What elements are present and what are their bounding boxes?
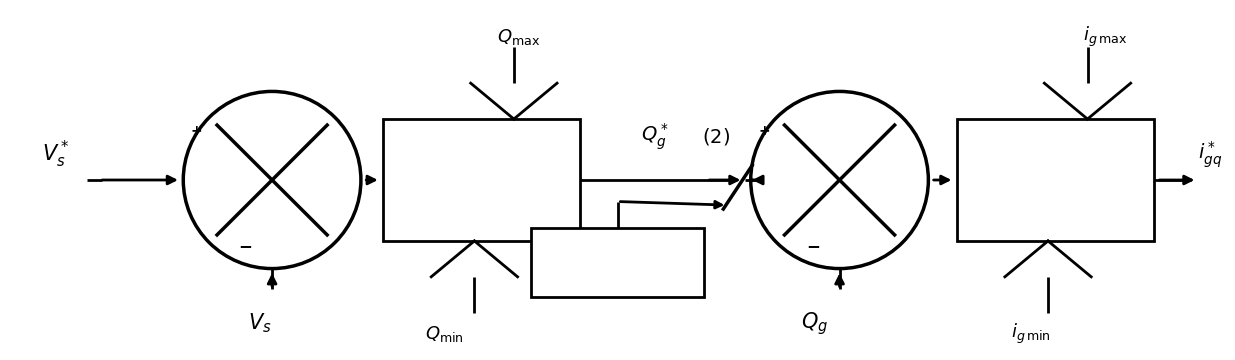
Text: $i_{gq}^*$: $i_{gq}^*$	[1198, 140, 1221, 170]
Text: +: +	[758, 124, 769, 138]
Text: PI: PI	[463, 165, 500, 195]
Text: PI: PI	[1037, 165, 1074, 195]
Text: −: −	[806, 238, 820, 256]
Text: $Q_g$: $Q_g$	[802, 310, 829, 337]
Text: $Q_{\mathrm{max}}$: $Q_{\mathrm{max}}$	[498, 27, 541, 46]
Text: $V_s$: $V_s$	[248, 312, 272, 335]
Text: $i_{g\,\mathrm{max}}$: $i_{g\,\mathrm{max}}$	[1083, 24, 1126, 49]
Bar	[531, 228, 704, 297]
Text: $V_s^*$: $V_s^*$	[42, 139, 70, 171]
Bar	[957, 119, 1155, 241]
Text: $Q_{\mathrm{min}}$: $Q_{\mathrm{min}}$	[425, 324, 464, 344]
Text: $Q_g^* = 0$: $Q_g^* = 0$	[587, 248, 648, 276]
Text: $i_{g\,\mathrm{min}}$: $i_{g\,\mathrm{min}}$	[1011, 322, 1051, 346]
Text: $Q_g^* = 0$: $Q_g^* = 0$	[589, 248, 646, 276]
Text: +: +	[190, 124, 203, 138]
Text: −: −	[238, 238, 252, 256]
Text: $Q_g^*$: $Q_g^*$	[641, 122, 668, 152]
Bar	[383, 119, 580, 241]
Text: $(2)$: $(2)$	[703, 126, 730, 148]
